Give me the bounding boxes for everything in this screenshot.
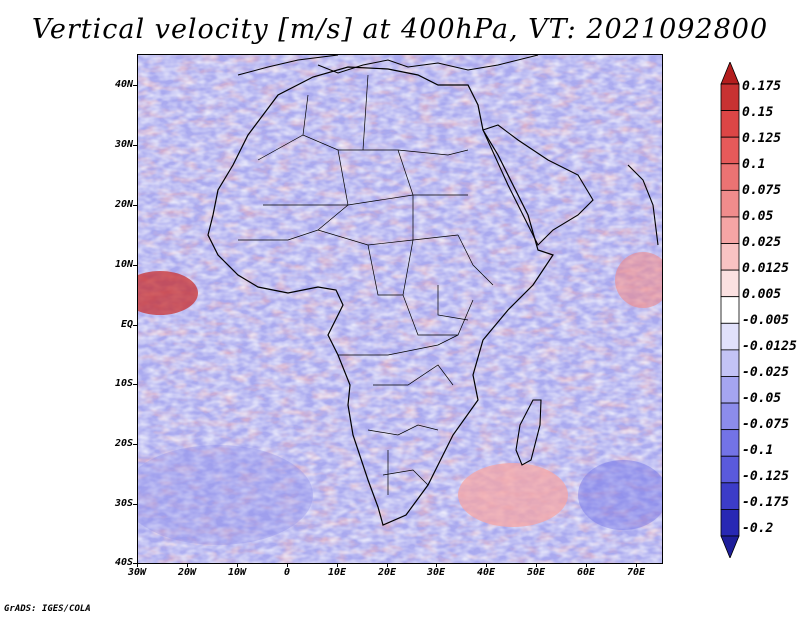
colorbar-segment <box>720 110 740 138</box>
africa-coastline <box>207 66 554 526</box>
lat-label-eq: EQ <box>120 319 133 330</box>
colorbar-top-cap <box>720 62 740 85</box>
colorbar-segment <box>720 216 740 244</box>
lon-label-10w: 10W <box>227 567 247 578</box>
lon-label-0: 0 <box>283 567 291 578</box>
lon-tick <box>237 563 238 567</box>
lon-tick <box>387 563 388 567</box>
colorbar-label-6: 0.025 <box>742 235 782 250</box>
colorbar-segment <box>720 189 740 218</box>
colorbar-label-15: -0.125 <box>742 469 789 484</box>
lon-tick <box>486 563 487 567</box>
strong-updraft-atlantic <box>138 271 198 315</box>
colorbar-segment <box>720 455 740 484</box>
colorbar-label-8: 0.005 <box>742 287 782 302</box>
colorbar-segment <box>720 402 740 431</box>
lat-tick <box>133 145 137 146</box>
lat-label-20s: 20S <box>114 438 133 449</box>
lon-label-20e: 20E <box>377 567 397 578</box>
colorbar-label-4: 0.075 <box>742 183 782 198</box>
colorbar-label-13: -0.075 <box>742 417 789 432</box>
country-borders <box>238 74 494 495</box>
lat-tick <box>133 384 137 385</box>
madagascar-coastline <box>515 399 542 466</box>
colorbar-label-9: -0.005 <box>742 313 789 328</box>
lon-label-50e: 50E <box>526 567 546 578</box>
lon-label-30e: 30E <box>426 567 446 578</box>
colorbar-segments <box>720 62 740 558</box>
map-panel <box>137 54 663 564</box>
lon-tick <box>137 563 138 567</box>
lat-tick <box>133 563 137 564</box>
colorbar-segment <box>720 243 740 271</box>
colorbar-label-11: -0.025 <box>742 365 789 380</box>
lat-label-40n: 40N <box>114 79 133 90</box>
lon-tick <box>636 563 637 567</box>
updraft-indian-ocean <box>615 252 662 308</box>
colorbar-label-10: -0.0125 <box>742 339 797 354</box>
colorbar-label-2: 0.125 <box>742 131 782 146</box>
lat-label-20n: 20N <box>114 199 133 210</box>
lon-label-40e: 40E <box>476 567 496 578</box>
lat-tick <box>133 504 137 505</box>
lon-tick <box>337 563 338 567</box>
footer-credit: GrADS: IGES/COLA <box>4 604 91 614</box>
lon-tick <box>287 563 288 567</box>
downdraft-south-indian-ocean <box>578 460 662 530</box>
arabia-coastline <box>482 124 594 246</box>
colorbar-label-3: 0.1 <box>742 157 766 172</box>
lon-tick <box>586 563 587 567</box>
lat-tick <box>133 85 137 86</box>
colorbar-segment <box>720 296 740 324</box>
colorbar-segment <box>720 163 740 191</box>
lat-label-40s: 40S <box>114 557 133 568</box>
colorbar-segment <box>720 322 740 351</box>
lat-tick <box>133 265 137 266</box>
colorbar-segment <box>720 429 740 457</box>
lat-tick <box>133 325 137 326</box>
lat-tick <box>133 205 137 206</box>
colorbar-label-12: -0.05 <box>742 391 782 406</box>
field-white-streaks <box>138 55 662 563</box>
colorbar-label-1: 0.15 <box>742 105 774 120</box>
lon-label-60e: 60E <box>576 567 596 578</box>
colorbar-bottom-cap <box>720 535 740 558</box>
lat-tick <box>133 444 137 445</box>
colorbar <box>720 62 740 558</box>
lon-label-20w: 20W <box>177 567 197 578</box>
lon-tick <box>536 563 537 567</box>
lat-label-10s: 10S <box>114 378 133 389</box>
lat-label-30s: 30S <box>114 498 133 509</box>
lon-tick <box>436 563 437 567</box>
colorbar-segment <box>720 376 740 404</box>
chart-title: Vertical velocity [m/s] at 400hPa, VT: 2… <box>31 14 769 45</box>
map-svg <box>138 55 662 563</box>
colorbar-label-16: -0.175 <box>742 495 789 510</box>
lon-tick <box>187 563 188 567</box>
india-coastline <box>627 164 659 246</box>
lon-label-10e: 10E <box>327 567 347 578</box>
colorbar-segment <box>720 509 740 537</box>
lon-label-30w: 30W <box>127 567 147 578</box>
colorbar-segment <box>720 482 740 510</box>
colorbar-segment <box>720 269 740 298</box>
colorbar-label-7: 0.0125 <box>742 261 789 276</box>
lon-label-70e: 70E <box>626 567 646 578</box>
colorbar-segment <box>720 349 740 377</box>
colorbar-label-0: 0.175 <box>742 79 782 94</box>
updraft-south-indian-ocean <box>458 463 568 527</box>
lat-label-10n: 10N <box>114 259 133 270</box>
downdraft-south-atlantic <box>138 445 313 545</box>
colorbar-label-14: -0.1 <box>742 443 774 458</box>
europe-coastline <box>237 55 539 76</box>
colorbar-label-17: -0.2 <box>742 521 774 536</box>
colorbar-label-5: 0.05 <box>742 209 774 224</box>
colorbar-segment <box>720 136 740 165</box>
colorbar-segment <box>720 83 740 111</box>
lat-label-30n: 30N <box>114 139 133 150</box>
